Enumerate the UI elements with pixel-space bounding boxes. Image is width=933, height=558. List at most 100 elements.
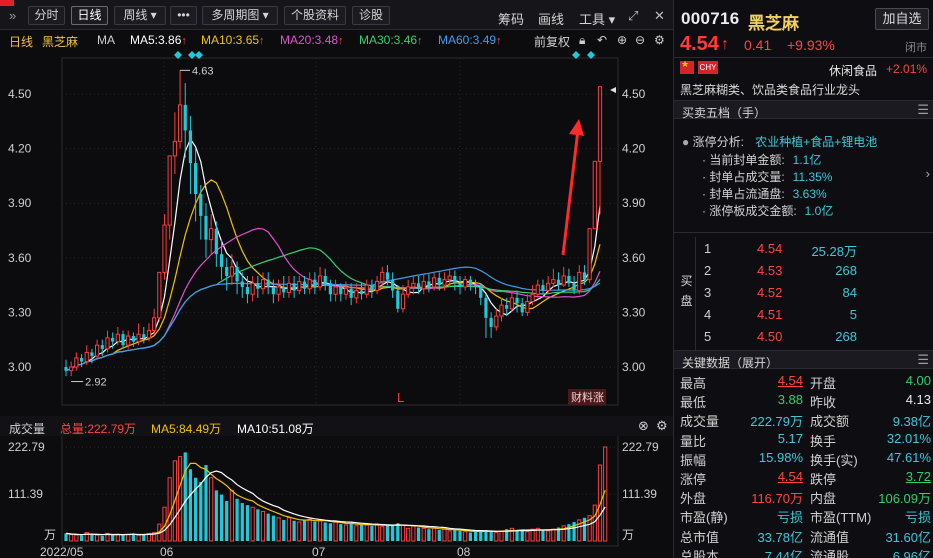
zoom-out-icon[interactable]: ⊖ (635, 33, 646, 47)
key-data-value: 3.72 (905, 469, 931, 484)
volume-bar (79, 535, 84, 541)
plot-frame (61, 57, 619, 406)
volume-close-icon[interactable]: ⊗ (638, 418, 649, 433)
multi-period-dropdown[interactable]: 多周期图 ▾ (202, 6, 278, 25)
volume-bar (463, 531, 468, 542)
bid-level-row[interactable]: 3 4.52 84 (704, 285, 857, 300)
key-data-label: 流通股 (810, 548, 850, 558)
y-tick-left: 3.00 (8, 360, 32, 374)
candle (427, 274, 431, 293)
candle (556, 272, 561, 291)
price-change-pct: +9.93% (787, 37, 835, 53)
key-data-title: 关键数据（展开） (682, 356, 779, 370)
volume-bar (525, 531, 530, 542)
close-icon[interactable]: ✕ (654, 8, 665, 23)
bid-side-label: 买盘 (678, 237, 696, 350)
add-watchlist-button[interactable]: 加自选 (875, 8, 929, 30)
volume-bar (541, 530, 545, 541)
volume-settings-icon[interactable]: ⚙ (656, 418, 668, 433)
candle (567, 268, 571, 287)
tab-weekly[interactable]: 周线 ▾ (114, 6, 166, 25)
candle (105, 330, 110, 353)
volume-y-tick-left: 222.79 (8, 440, 45, 454)
volume-bar (209, 477, 214, 542)
volume-bar (64, 533, 68, 541)
volume-bar (260, 510, 266, 542)
diagnose-button[interactable]: 诊股 (352, 6, 390, 25)
volume-bar (188, 469, 193, 541)
volume-bar (391, 525, 395, 541)
volume-bar (142, 534, 146, 541)
candle (343, 281, 349, 300)
chevron-right-icon[interactable]: › (925, 166, 930, 181)
volume-bar (505, 529, 509, 541)
key-data-label: 最低 (680, 395, 707, 411)
zoom-in-icon[interactable]: ⊕ (617, 33, 628, 47)
candlestick-chart[interactable]: 4.50 4.50 4.20 4.20 3.90 3.90 3.60 3.60 3.30 3.30… (0, 50, 673, 415)
bid-level-row[interactable]: 2 4.53 268 (704, 263, 857, 278)
chips-link[interactable]: 筹码 (498, 12, 525, 27)
market-status: 闭市 (905, 42, 927, 54)
company-info-button[interactable]: 个股资料 (284, 6, 346, 25)
draw-link[interactable]: 画线 (538, 12, 565, 27)
period-label: 日线 (9, 35, 34, 49)
candle (271, 279, 275, 304)
key-data-header[interactable]: 关键数据（展开） ☰ (674, 350, 933, 370)
ma-label[interactable]: MA (97, 33, 115, 47)
info-icon: ● (682, 135, 690, 149)
ma20-value: MA20:3.48↑ (280, 33, 344, 47)
volume-total: 总量:222.79万 (60, 422, 137, 436)
key-data-value: 47.61% (886, 449, 931, 465)
volume-chart[interactable]: 222.79 222.79 111.39 111.39 万 万 2022/05 06 07 08 (0, 415, 673, 558)
annotation-arrow (561, 129, 580, 256)
volume-bar (317, 520, 323, 542)
ma60-line (65, 266, 601, 372)
lock-icon[interactable]: 🔒︎ (579, 33, 586, 47)
volume-bar (131, 533, 136, 541)
volume-bar (177, 456, 183, 542)
volume-bar (276, 517, 281, 542)
marker-letter: L (397, 390, 404, 405)
candle (515, 290, 519, 313)
more-periods-button[interactable]: ••• (170, 6, 197, 25)
candle (546, 276, 551, 295)
sector-name[interactable]: 休闲食品 (829, 64, 878, 78)
orderbook-header[interactable]: 买卖五档（手） ☰ (674, 100, 933, 120)
ma60-up-icon: ↑ (496, 35, 502, 47)
current-price: 4.54 (680, 33, 719, 55)
undo-icon[interactable]: ↶ (597, 33, 608, 47)
limit-up-concept[interactable]: 农业种植+食品+锂电池 (755, 135, 878, 149)
tab-intraday[interactable]: 分时 (28, 6, 65, 25)
settings-gear-icon[interactable]: ⚙ (654, 33, 665, 47)
menu-icon[interactable]: ☰ (917, 352, 929, 367)
volume-bar (577, 519, 582, 542)
ma5-up-icon: ↑ (181, 35, 187, 47)
y-tick-right: 3.00 (622, 360, 646, 374)
expand-icon[interactable]: ⤢ (628, 8, 639, 23)
candle (250, 276, 255, 302)
bid-level-row[interactable]: 4 4.51 5 (704, 307, 857, 322)
bid-level-row[interactable]: 5 4.50 268 (704, 329, 857, 344)
annotation-arrow-head (569, 119, 584, 136)
volume-bar (204, 465, 208, 541)
volume-bar (567, 524, 571, 541)
menu-icon[interactable]: ☰ (917, 102, 929, 117)
candle (400, 285, 406, 313)
bid-level-row[interactable]: 1 4.54 25.28万 (704, 241, 857, 259)
volume-unit-right: 万 (622, 528, 634, 542)
candle (126, 330, 131, 349)
tab-daily[interactable]: 日线 (71, 6, 108, 25)
volume-bar (333, 521, 338, 542)
adjust-mode[interactable]: 前复权 (534, 35, 571, 49)
candle (525, 294, 530, 317)
candle (136, 323, 141, 346)
candle (592, 160, 597, 230)
tools-dropdown[interactable]: 工具 ▾ (579, 12, 616, 27)
key-data-label: 跌停 (810, 472, 837, 487)
event-diamond-icon (195, 51, 203, 59)
y-tick-left: 4.50 (8, 87, 32, 101)
collapse-arrows-icon[interactable]: » (9, 8, 17, 23)
candle (172, 112, 177, 175)
key-data-value: 106.09万 (878, 491, 931, 507)
volume-bar (442, 528, 447, 542)
